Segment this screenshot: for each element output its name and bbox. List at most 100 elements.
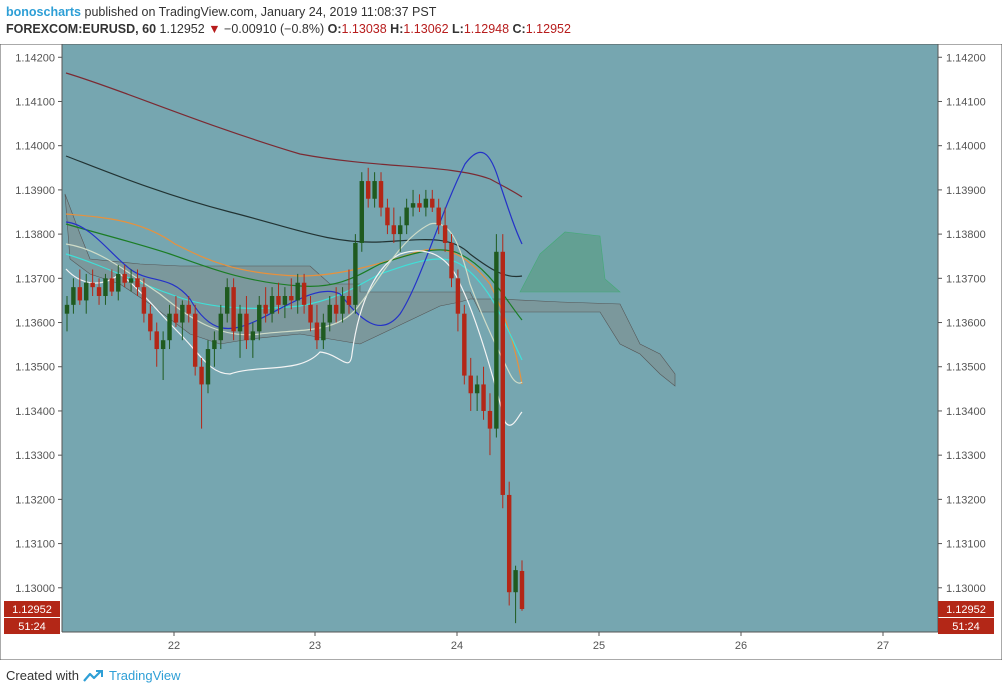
candle-body[interactable]	[481, 384, 486, 411]
candle-body[interactable]	[449, 242, 454, 279]
high-value: 1.13062	[403, 22, 449, 36]
candle-body[interactable]	[141, 287, 147, 314]
candle-body[interactable]	[128, 278, 134, 283]
candle-body[interactable]	[340, 296, 345, 314]
candle-body[interactable]	[212, 340, 217, 350]
y-tick-label-right: 1.13500	[946, 362, 986, 374]
candle-body[interactable]	[519, 570, 525, 610]
candle-body[interactable]	[404, 207, 409, 226]
candle-body[interactable]	[289, 296, 294, 301]
candle-body[interactable]	[378, 181, 384, 208]
candle-body[interactable]	[218, 313, 224, 341]
author-name[interactable]: bonoscharts	[6, 5, 82, 19]
chart-area[interactable]: 1.14200 1.14200 1.14100 1.14100 1.14000 1.140…	[0, 43, 1002, 661]
candle-body[interactable]	[160, 340, 166, 350]
candle-body[interactable]	[417, 203, 422, 208]
candle-body[interactable]	[398, 225, 403, 235]
candle-body[interactable]	[314, 322, 320, 341]
candle-body[interactable]	[224, 287, 230, 314]
candle-body[interactable]	[436, 207, 441, 226]
candle-body[interactable]	[96, 287, 102, 296]
candle-body[interactable]	[346, 296, 352, 305]
candle-body[interactable]	[430, 198, 435, 208]
candle-body[interactable]	[205, 349, 211, 385]
candle-body[interactable]	[154, 331, 159, 350]
candle-body[interactable]	[192, 313, 198, 367]
candle-body[interactable]	[173, 313, 179, 323]
candle-body[interactable]	[186, 304, 191, 314]
candle-body[interactable]	[199, 366, 204, 385]
candle-body[interactable]	[77, 287, 83, 301]
candle-body[interactable]	[442, 225, 448, 243]
symbol-label: FOREXCOM:EURUSD, 60	[6, 22, 157, 36]
ma-orange-line	[65, 213, 523, 385]
ichimoku-cloud	[64, 193, 676, 387]
tradingview-logo-icon	[83, 669, 103, 682]
candle-body[interactable]	[90, 282, 95, 288]
candle-body[interactable]	[359, 181, 365, 243]
candle-body[interactable]	[122, 273, 127, 283]
candle-body[interactable]	[321, 322, 326, 341]
candle-body[interactable]	[167, 313, 172, 341]
candle-body[interactable]	[71, 287, 76, 305]
candle-body[interactable]	[494, 251, 499, 429]
candle-body[interactable]	[462, 313, 467, 376]
candle-body[interactable]	[244, 313, 249, 341]
candle-body[interactable]	[327, 304, 332, 323]
y-tick-label-left: 1.13200	[15, 494, 55, 506]
high-label: H:	[390, 22, 404, 36]
down-arrow-icon: ▼	[208, 22, 221, 36]
candle-body[interactable]	[487, 410, 493, 429]
candle-body[interactable]	[391, 225, 397, 235]
candle-body[interactable]	[385, 207, 390, 226]
candle-body[interactable]	[276, 296, 281, 305]
candle-body[interactable]	[135, 278, 140, 288]
candle-body[interactable]	[180, 304, 185, 323]
candle-body[interactable]	[84, 282, 89, 301]
x-tick-label: 27	[877, 640, 889, 652]
low-value: 1.12948	[463, 22, 510, 36]
candle-body[interactable]	[269, 296, 275, 314]
candle-body[interactable]	[353, 242, 358, 305]
close-value: 1.12952	[525, 22, 571, 36]
candle-body[interactable]	[308, 304, 313, 323]
candle-body[interactable]	[506, 494, 512, 593]
price-label-left: 1.12952	[12, 604, 52, 616]
y-tick-label-right: 1.13000	[946, 583, 986, 595]
candle-body[interactable]	[455, 278, 461, 314]
candle-body[interactable]	[282, 296, 288, 305]
candle-body[interactable]	[333, 304, 339, 314]
price-chart[interactable]: 1.14200 1.14200 1.14100 1.14100 1.14000 1.140…	[0, 43, 1002, 661]
y-tick-label-left: 1.14200	[15, 52, 55, 64]
tradingview-brand[interactable]: TradingView	[108, 668, 181, 683]
candle-body[interactable]	[513, 570, 518, 593]
candle-body[interactable]	[109, 278, 115, 292]
candle-body[interactable]	[250, 331, 256, 341]
candle-body[interactable]	[468, 375, 473, 394]
candle-body[interactable]	[365, 181, 371, 199]
y-tick-label-right: 1.13900	[946, 185, 986, 197]
ma-cyan-line	[65, 253, 523, 361]
candle-body[interactable]	[64, 304, 70, 314]
candle-body[interactable]	[500, 251, 505, 495]
candle-body[interactable]	[474, 384, 480, 394]
last-price: 1.12952	[159, 22, 205, 36]
countdown-box-left	[4, 618, 60, 635]
candle-body[interactable]	[410, 203, 416, 208]
candle-body[interactable]	[372, 181, 377, 199]
candle-body[interactable]	[103, 278, 108, 296]
y-tick-label-left: 1.13800	[15, 229, 55, 241]
candle-body[interactable]	[116, 273, 121, 292]
y-tick-label-left: 1.14000	[15, 141, 55, 153]
candle-body[interactable]	[237, 313, 243, 332]
candle-body[interactable]	[295, 282, 300, 301]
y-tick-label-left: 1.13700	[15, 273, 55, 285]
candle-body[interactable]	[263, 304, 268, 314]
candle-body[interactable]	[423, 198, 429, 208]
candle-body[interactable]	[148, 313, 153, 332]
ma-dark-red-line	[65, 72, 523, 198]
candle-body[interactable]	[231, 287, 236, 332]
candle-body[interactable]	[257, 304, 262, 332]
y-tick-label-right: 1.13100	[946, 539, 986, 551]
candle-body[interactable]	[301, 282, 307, 305]
